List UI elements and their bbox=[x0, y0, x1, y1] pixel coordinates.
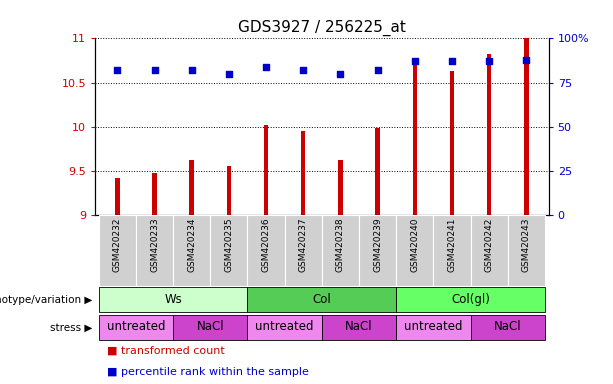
Point bbox=[112, 67, 122, 73]
Text: NaCl: NaCl bbox=[494, 321, 522, 333]
Point bbox=[335, 71, 345, 77]
Bar bbox=[396, 215, 433, 286]
Bar bbox=[450, 71, 454, 215]
Text: GSM420236: GSM420236 bbox=[262, 217, 270, 272]
Bar bbox=[359, 215, 396, 286]
Text: GSM420232: GSM420232 bbox=[113, 217, 122, 271]
Text: GSM420242: GSM420242 bbox=[485, 217, 493, 271]
Text: GSM420239: GSM420239 bbox=[373, 217, 382, 272]
Bar bbox=[433, 215, 471, 286]
Point bbox=[261, 64, 271, 70]
Text: GSM420243: GSM420243 bbox=[522, 217, 531, 271]
Text: GSM420235: GSM420235 bbox=[224, 217, 234, 272]
Bar bbox=[471, 215, 508, 286]
Bar bbox=[99, 215, 136, 286]
Text: ■ transformed count: ■ transformed count bbox=[107, 345, 225, 355]
Bar bbox=[375, 129, 380, 215]
Text: Ws: Ws bbox=[164, 293, 182, 306]
Point bbox=[373, 67, 383, 73]
Bar bbox=[248, 288, 396, 312]
Bar bbox=[396, 288, 545, 312]
Text: genotype/variation ▶: genotype/variation ▶ bbox=[0, 295, 92, 305]
Bar bbox=[284, 215, 322, 286]
Bar bbox=[189, 160, 194, 215]
Point bbox=[410, 58, 420, 65]
Bar bbox=[338, 160, 343, 215]
Point bbox=[447, 58, 457, 65]
Bar bbox=[322, 315, 396, 340]
Bar bbox=[99, 288, 248, 312]
Bar bbox=[524, 38, 528, 215]
Bar bbox=[173, 215, 210, 286]
Bar bbox=[227, 166, 231, 215]
Bar bbox=[301, 131, 305, 215]
Point bbox=[224, 71, 234, 77]
Text: ■ percentile rank within the sample: ■ percentile rank within the sample bbox=[107, 367, 309, 377]
Point bbox=[150, 67, 159, 73]
Text: NaCl: NaCl bbox=[197, 321, 224, 333]
Bar bbox=[322, 215, 359, 286]
Text: untreated: untreated bbox=[404, 321, 463, 333]
Bar bbox=[210, 215, 248, 286]
Point bbox=[299, 67, 308, 73]
Bar bbox=[508, 215, 545, 286]
Text: GSM420241: GSM420241 bbox=[447, 217, 457, 271]
Point bbox=[484, 58, 494, 65]
Bar bbox=[248, 215, 284, 286]
Text: GSM420233: GSM420233 bbox=[150, 217, 159, 272]
Bar bbox=[152, 173, 157, 215]
Text: GSM420238: GSM420238 bbox=[336, 217, 345, 272]
Title: GDS3927 / 256225_at: GDS3927 / 256225_at bbox=[238, 20, 406, 36]
Text: GSM420237: GSM420237 bbox=[299, 217, 308, 272]
Text: stress ▶: stress ▶ bbox=[50, 323, 92, 333]
Bar bbox=[264, 125, 268, 215]
Text: NaCl: NaCl bbox=[345, 321, 373, 333]
Text: GSM420240: GSM420240 bbox=[410, 217, 419, 271]
Bar bbox=[173, 315, 248, 340]
Point bbox=[187, 67, 197, 73]
Point bbox=[522, 56, 531, 63]
Bar bbox=[248, 315, 322, 340]
Bar bbox=[471, 315, 545, 340]
Bar bbox=[136, 215, 173, 286]
Bar bbox=[99, 315, 173, 340]
Bar bbox=[487, 54, 492, 215]
Bar bbox=[115, 178, 120, 215]
Bar bbox=[396, 315, 471, 340]
Text: untreated: untreated bbox=[256, 321, 314, 333]
Text: untreated: untreated bbox=[107, 321, 165, 333]
Bar bbox=[413, 60, 417, 215]
Text: Col(gl): Col(gl) bbox=[451, 293, 490, 306]
Text: Col: Col bbox=[313, 293, 331, 306]
Text: GSM420234: GSM420234 bbox=[187, 217, 196, 271]
